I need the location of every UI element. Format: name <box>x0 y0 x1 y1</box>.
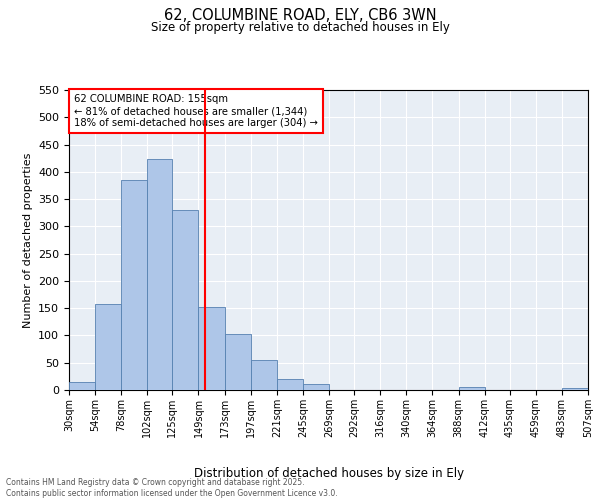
Bar <box>69 382 95 390</box>
Text: 62, COLUMBINE ROAD, ELY, CB6 3WN: 62, COLUMBINE ROAD, ELY, CB6 3WN <box>164 8 436 22</box>
Bar <box>121 180 148 390</box>
Bar <box>199 307 224 390</box>
Bar <box>148 160 172 390</box>
Bar <box>224 334 251 390</box>
Bar <box>277 379 303 390</box>
Bar <box>303 384 329 390</box>
Bar <box>458 388 485 390</box>
Y-axis label: Number of detached properties: Number of detached properties <box>23 152 32 328</box>
Bar <box>172 210 199 390</box>
Text: Contains HM Land Registry data © Crown copyright and database right 2025.
Contai: Contains HM Land Registry data © Crown c… <box>6 478 338 498</box>
Text: Size of property relative to detached houses in Ely: Size of property relative to detached ho… <box>151 21 449 34</box>
Text: 62 COLUMBINE ROAD: 155sqm
← 81% of detached houses are smaller (1,344)
18% of se: 62 COLUMBINE ROAD: 155sqm ← 81% of detac… <box>74 94 318 128</box>
Text: Distribution of detached houses by size in Ely: Distribution of detached houses by size … <box>194 467 464 480</box>
Bar <box>562 388 588 390</box>
Bar <box>251 360 277 390</box>
Bar <box>95 304 121 390</box>
